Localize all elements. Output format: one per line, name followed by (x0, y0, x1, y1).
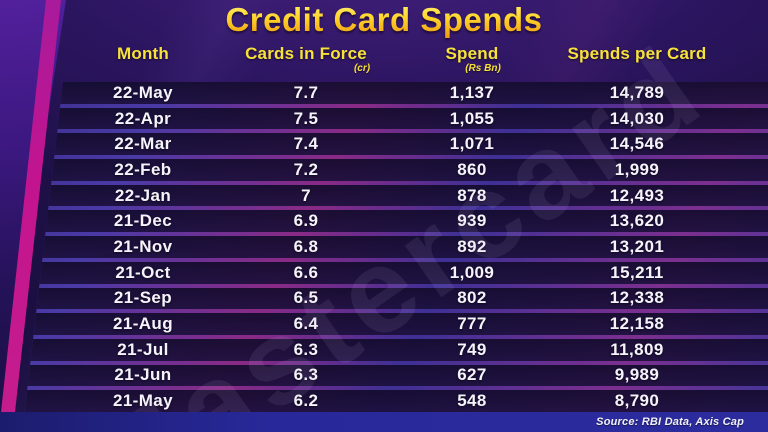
column-header-label: Cards in Force (245, 44, 367, 63)
cell-cards-in-force: 6.3 (293, 339, 319, 359)
cell-cards-in-force: 6.8 (293, 236, 319, 256)
cell-spends-per-card: 13,620 (609, 211, 665, 231)
cell-month: 22-Feb (114, 159, 172, 179)
cell-spend: 878 (457, 185, 487, 205)
cell-cards-in-force: 7.5 (293, 108, 319, 128)
cell-cards-in-force: 7.4 (293, 134, 319, 154)
table-row: 21-Jun 6.3 627 9,989 (24, 364, 768, 387)
table-row: 22-Jan 7 878 12,493 (24, 184, 768, 207)
column-header-cards-in-force: Cards in Force (cr) (210, 44, 402, 75)
column-header-sub (542, 63, 732, 75)
column-header-spends-per-card: Spends per Card (542, 44, 732, 75)
column-header-sub: (Rs Bn) (465, 63, 501, 74)
cell-spend: 939 (457, 211, 487, 231)
table-row: 21-Dec 6.9 939 13,620 (24, 210, 768, 233)
cell-spend: 802 (457, 288, 487, 308)
table-row: 21-Oct 6.6 1,009 15,211 (24, 261, 768, 284)
cell-month: 21-Jun (114, 365, 172, 385)
table-row: 21-Sep 6.5 802 12,338 (24, 287, 768, 310)
cell-spend: 892 (457, 236, 487, 256)
cell-spends-per-card: 9,989 (614, 365, 660, 385)
table-row: 21-Jul 6.3 749 11,809 (24, 338, 768, 361)
cell-spends-per-card: 12,338 (609, 288, 665, 308)
cell-spend: 1,071 (449, 134, 495, 154)
table-row: 22-Mar 7.4 1,071 14,546 (24, 133, 768, 156)
cell-spend: 860 (457, 159, 487, 179)
cell-spends-per-card: 14,546 (609, 134, 665, 154)
footer-band: Source: RBI Data, Axis Cap (0, 412, 768, 432)
cell-month: 21-Dec (113, 211, 173, 231)
cell-cards-in-force: 7.2 (293, 159, 319, 179)
table-header-row: Month Cards in Force (cr) Spend (Rs Bn) … (0, 44, 768, 75)
cell-cards-in-force: 6.3 (293, 365, 319, 385)
cell-month: 21-Jul (117, 339, 169, 359)
cell-spend: 1,009 (449, 262, 495, 282)
data-table: 22-May 7.7 1,137 14,789 22-Apr 7.5 1,055 14,030… (24, 82, 768, 412)
cell-spend: 777 (457, 314, 487, 334)
column-header-spend: Spend (Rs Bn) (402, 44, 542, 75)
table-row: 21-May 6.2 548 8,790 (24, 390, 768, 412)
cell-cards-in-force: 6.9 (293, 211, 319, 231)
cell-month: 21-Aug (112, 314, 174, 334)
cell-month: 22-May (112, 82, 174, 102)
column-header-label: Spend (445, 44, 499, 63)
column-header-label: Spends per Card (567, 44, 707, 63)
cell-cards-in-force: 7.7 (293, 82, 319, 102)
table-row: 22-Apr 7.5 1,055 14,030 (24, 107, 768, 130)
cell-cards-in-force: 6.2 (293, 391, 319, 411)
cell-spend: 1,055 (449, 108, 495, 128)
cell-spends-per-card: 8,790 (614, 391, 660, 411)
cell-month: 21-Sep (113, 288, 173, 308)
column-header-sub: (cr) (353, 63, 371, 74)
cell-spends-per-card: 15,211 (610, 262, 664, 282)
cell-spend: 627 (457, 365, 487, 385)
table-row: 21-Aug 6.4 777 12,158 (24, 313, 768, 335)
cell-spends-per-card: 12,493 (609, 185, 665, 205)
column-header-sub (76, 63, 210, 75)
cell-spend: 749 (457, 339, 487, 359)
cell-spends-per-card: 14,030 (609, 108, 665, 128)
table-row: 22-May 7.7 1,137 14,789 (24, 82, 768, 104)
page-title: Credit Card Spends (0, 1, 768, 39)
cell-spends-per-card: 13,201 (609, 236, 665, 256)
cell-month: 21-May (112, 391, 174, 411)
cell-month: 21-Oct (115, 262, 171, 282)
cell-month: 22-Apr (114, 108, 172, 128)
cell-cards-in-force: 7 (301, 185, 311, 205)
cell-month: 22-Jan (114, 185, 172, 205)
cell-cards-in-force: 6.4 (293, 314, 319, 334)
cell-month: 22-Mar (114, 134, 172, 154)
cell-spends-per-card: 1,999 (614, 159, 660, 179)
table-row: 22-Feb 7.2 860 1,999 (24, 159, 768, 181)
cell-spends-per-card: 14,789 (609, 82, 665, 102)
cell-cards-in-force: 6.6 (293, 262, 319, 282)
cell-cards-in-force: 6.5 (293, 288, 319, 308)
cell-spends-per-card: 12,158 (609, 314, 665, 334)
table-row: 21-Nov 6.8 892 13,201 (24, 236, 768, 258)
cell-spends-per-card: 11,809 (610, 339, 664, 359)
cell-spend: 548 (457, 391, 487, 411)
column-header-label: Month (117, 44, 169, 63)
cell-spend: 1,137 (449, 82, 495, 102)
column-header-month: Month (76, 44, 210, 75)
source-attribution: Source: RBI Data, Axis Cap (596, 416, 744, 428)
cell-month: 21-Nov (113, 236, 173, 256)
